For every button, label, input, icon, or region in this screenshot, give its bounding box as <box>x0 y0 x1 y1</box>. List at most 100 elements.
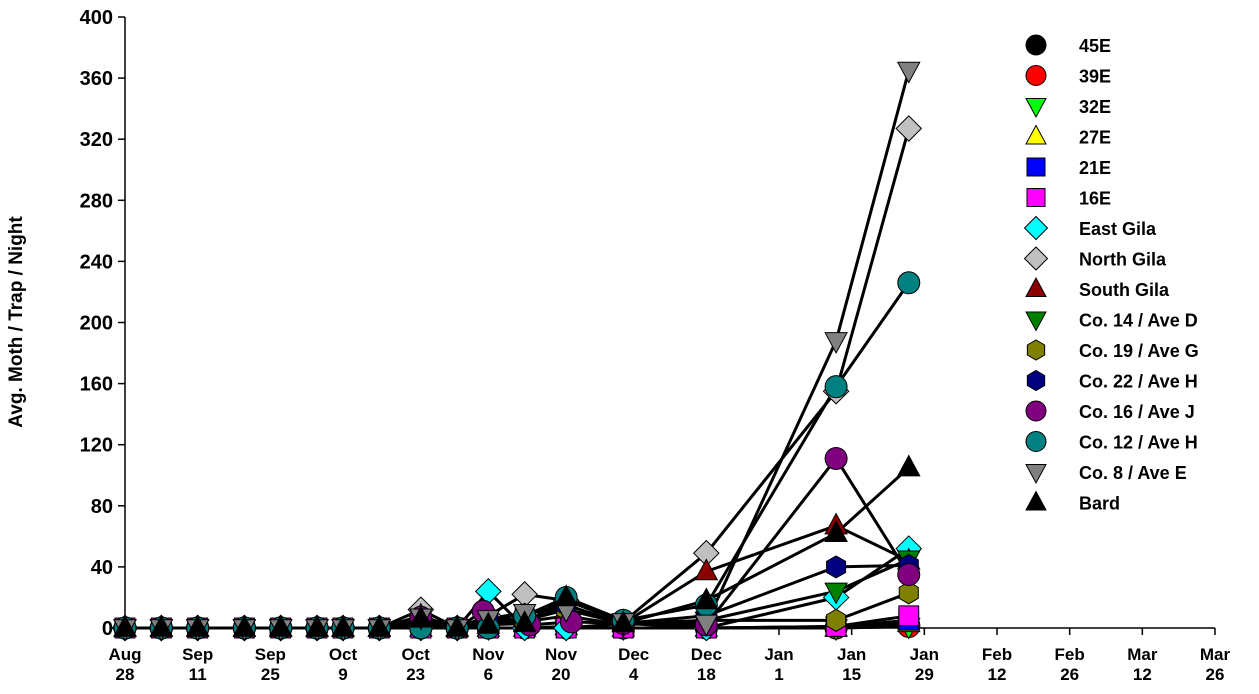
data-point-16e <box>898 605 920 627</box>
y-tick-label: 240 <box>80 251 113 273</box>
legend-label: 39E <box>1079 67 1111 87</box>
legend-label: North Gila <box>1079 250 1167 270</box>
x-tick-label-line2: 20 <box>552 665 571 684</box>
y-tick-label: 120 <box>80 435 113 457</box>
x-tick-label-line1: Jan <box>764 645 793 664</box>
legend-marker <box>1025 65 1047 86</box>
data-point-bard <box>305 614 329 637</box>
legend-label: 32E <box>1079 97 1111 117</box>
x-tick-label-line2: 12 <box>1133 665 1152 684</box>
x-tick-label-line1: Dec <box>618 645 649 664</box>
series-line-north-gila <box>125 128 911 630</box>
legend-label: 27E <box>1079 128 1111 148</box>
x-tick-label: Aug 28 <box>108 645 141 684</box>
legend-marker <box>1023 215 1049 241</box>
data-point-bard <box>268 614 293 637</box>
legend-item-39e: 39E <box>1025 65 1111 87</box>
data-point-south-gila <box>694 558 719 581</box>
x-tick-label-line2: 26 <box>1060 665 1079 684</box>
legend-marker <box>1025 490 1047 511</box>
legend-label: 16E <box>1079 189 1111 209</box>
x-tick-label: Dec 4 <box>618 645 649 684</box>
legend-marker <box>1026 369 1046 392</box>
legend-item-co-8-ave-e: Co. 8 / Ave E <box>1025 463 1187 485</box>
series-north-gila-points <box>111 115 923 642</box>
legend-marker <box>1026 339 1046 361</box>
x-tick-label-line2: 1 <box>774 665 783 684</box>
x-tick-label-line2: 25 <box>261 665 280 684</box>
legend-label: 45E <box>1079 36 1111 56</box>
x-tick-label-line1: Sep <box>255 645 286 664</box>
data-point-co-19-ave-g <box>898 581 919 605</box>
chart-legend: 45E 39E 32E 27E 21E 16E East Gila North Gila Sou… <box>1023 34 1199 514</box>
x-tick-label-line2: 4 <box>629 665 639 684</box>
data-point-co-8-ave-e <box>896 61 921 84</box>
x-tick-label-line2: 18 <box>697 665 716 684</box>
x-tick-label-line1: Oct <box>401 645 430 664</box>
x-tick-label-line2: 29 <box>915 665 934 684</box>
x-tick-label-line1: Jan <box>910 645 939 664</box>
legend-marker <box>1025 311 1047 332</box>
legend-item-21e: 21E <box>1026 157 1111 178</box>
legend-marker <box>1025 124 1047 145</box>
legend-label: Co. 19 / Ave G <box>1079 341 1199 361</box>
legend-item-16e: 16E <box>1026 188 1111 209</box>
legend-marker <box>1025 400 1047 422</box>
data-point-bard <box>611 610 636 633</box>
x-tick-label-line1: Mar <box>1200 645 1231 664</box>
data-point-co-16-ave-j <box>824 446 848 470</box>
x-tick-label-line2: 6 <box>484 665 493 684</box>
legend-item-co-16-ave-j: Co. 16 / Ave J <box>1025 400 1195 422</box>
legend-marker <box>1025 34 1047 56</box>
y-axis-title: Avg. Moth / Trap / Night <box>6 216 27 428</box>
data-point-bard <box>331 614 355 637</box>
x-tick-label: Nov 6 <box>472 645 505 684</box>
data-point-bard <box>185 614 210 637</box>
x-tick-label: Mar 26 <box>1200 645 1231 684</box>
y-tick-label: 160 <box>80 374 113 396</box>
legend-item-south-gila: South Gila <box>1025 276 1170 300</box>
legend-marker <box>1025 431 1047 452</box>
data-point-co-19-ave-g <box>826 608 847 632</box>
x-tick-label-line1: Sep <box>182 645 213 664</box>
legend-marker <box>1023 246 1049 271</box>
y-tick-label: 360 <box>80 68 113 90</box>
x-tick-label-line1: Feb <box>1055 645 1085 664</box>
legend-item-27e: 27E <box>1025 124 1111 148</box>
legend-item-co-12-ave-h: Co. 12 / Ave H <box>1025 431 1198 453</box>
data-point-co-8-ave-e <box>694 614 719 637</box>
x-tick-label: Jan 29 <box>910 645 939 684</box>
x-tick-label-line1: Nov <box>472 645 505 664</box>
x-tick-label-line2: 15 <box>842 665 861 684</box>
data-point-co-12-ave-h <box>897 271 921 295</box>
data-point-bard <box>149 614 174 637</box>
legend-label: Co. 22 / Ave H <box>1079 372 1198 392</box>
y-tick-label: 40 <box>91 557 113 579</box>
series-markers <box>111 61 923 642</box>
legend-marker <box>1025 464 1047 485</box>
x-tick-label: Oct 9 <box>329 645 358 684</box>
x-tick-label-line1: Mar <box>1127 645 1158 664</box>
x-tick-label-line2: 12 <box>988 665 1007 684</box>
data-point-co-22-ave-h <box>826 555 847 579</box>
data-point-bard <box>554 584 579 607</box>
legend-item-32e: 32E <box>1025 97 1111 119</box>
x-tick-label: Mar 12 <box>1127 645 1158 684</box>
legend-item-north-gila: North Gila <box>1023 246 1167 271</box>
y-tick-label: 400 <box>80 7 113 29</box>
x-tick-label-line1: Aug <box>108 645 141 664</box>
x-tick-label-line1: Feb <box>982 645 1012 664</box>
legend-label: South Gila <box>1079 280 1170 300</box>
x-tick-label-line2: 26 <box>1206 665 1225 684</box>
series-line-bard <box>125 466 910 630</box>
x-tick-label-line2: 28 <box>116 665 135 684</box>
legend-marker <box>1025 276 1047 297</box>
y-tick-label: 280 <box>80 190 113 212</box>
legend-label: Co. 12 / Ave H <box>1079 433 1198 453</box>
legend-item-co-14-ave-d: Co. 14 / Ave D <box>1025 311 1198 332</box>
x-tick-label: Feb 12 <box>982 645 1012 684</box>
x-tick-label-line1: Oct <box>329 645 358 664</box>
series-lines <box>125 70 911 630</box>
x-tick-label-line1: Nov <box>545 645 578 664</box>
